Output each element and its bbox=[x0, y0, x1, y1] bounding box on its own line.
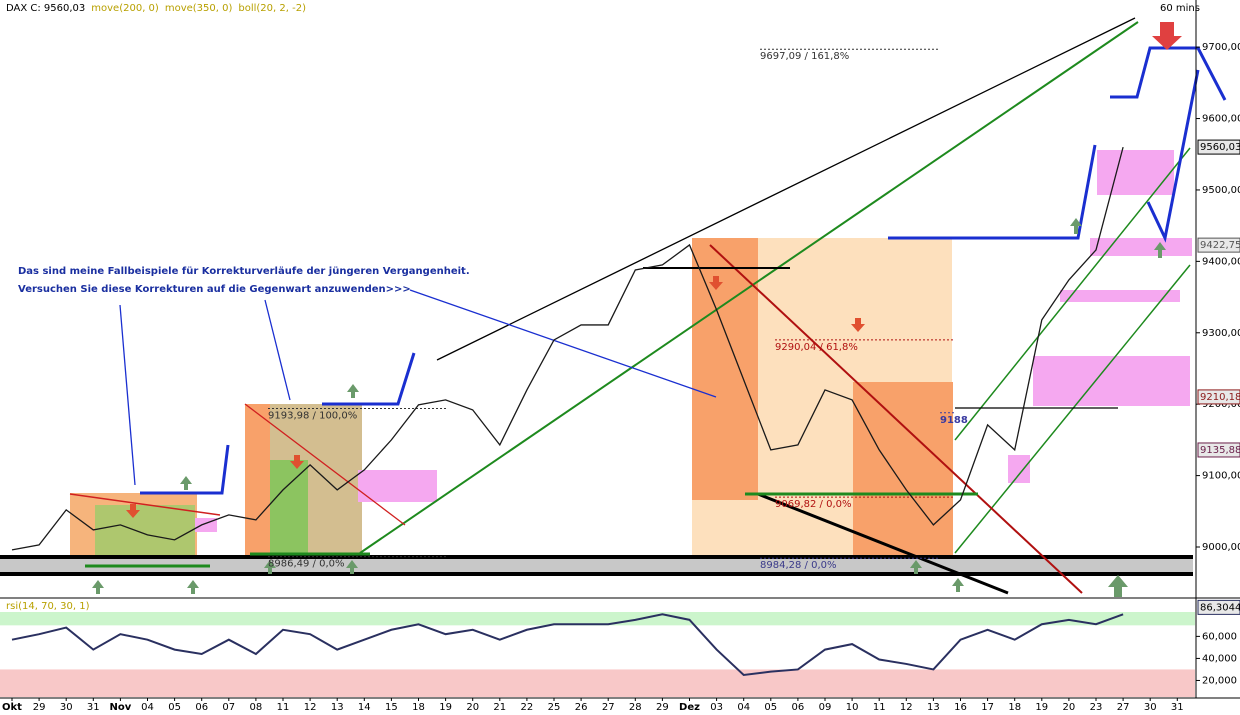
line bbox=[11, 613, 1124, 677]
x-tick-label: 09 bbox=[819, 702, 832, 713]
level-label: 9188 bbox=[940, 415, 968, 426]
level-label: 9069,82 / 0,0% bbox=[775, 499, 851, 510]
x-tick-label: 11 bbox=[873, 702, 886, 713]
x-tick-label: 27 bbox=[1117, 702, 1130, 713]
y-tick-label: 60,000 bbox=[1202, 631, 1237, 642]
x-tick-label: 14 bbox=[358, 702, 371, 713]
x-tick-label: 05 bbox=[168, 702, 181, 713]
x-tick-label: 19 bbox=[1035, 702, 1048, 713]
x-tick-label: 12 bbox=[900, 702, 913, 713]
x-tick-label: 08 bbox=[250, 702, 263, 713]
x-tick-label: 31 bbox=[87, 702, 100, 713]
x-tick-label: 17 bbox=[981, 702, 994, 713]
x-tick-label: Dez bbox=[679, 702, 700, 713]
x-tick-label: 03 bbox=[710, 702, 723, 713]
price-label-box bbox=[1197, 389, 1240, 405]
level-label: 8984,28 / 0,0% bbox=[760, 560, 836, 571]
x-tick-label: 07 bbox=[222, 702, 235, 713]
level-label: 9193,98 / 100,0% bbox=[268, 410, 357, 421]
level-label: 8986,49 / 0,0% bbox=[268, 559, 344, 570]
x-tick-label: 20 bbox=[1063, 702, 1076, 713]
last-value-label: 86,3044 bbox=[1200, 602, 1240, 613]
annotation: Das sind meine Fallbeispiele für Korrekt… bbox=[18, 266, 470, 277]
y-tick-label: 9000,00 bbox=[1202, 542, 1240, 553]
x-tick-label: 10 bbox=[846, 702, 859, 713]
x-tick-label: 18 bbox=[412, 702, 425, 713]
x-tick-label: 11 bbox=[277, 702, 290, 713]
title-part: boll(20, 2, -2) bbox=[238, 3, 306, 14]
x-tick-label: 20 bbox=[466, 702, 479, 713]
title-part: DAX C: 9560,03 bbox=[6, 3, 85, 14]
x-tick-label: 06 bbox=[792, 702, 805, 713]
y-tick-label: 20,000 bbox=[1202, 675, 1237, 686]
x-tick-label: 05 bbox=[764, 702, 777, 713]
y-tick-label: 9500,00 bbox=[1202, 185, 1240, 196]
y-tick-label: 9400,00 bbox=[1202, 256, 1240, 267]
x-tick-label: Okt bbox=[2, 702, 22, 713]
level-label: 9290,04 / 61,8% bbox=[775, 342, 858, 353]
price-label: 9422,75 bbox=[1200, 240, 1240, 251]
x-tick-label: Nov bbox=[110, 702, 132, 713]
x-tick-label: 13 bbox=[927, 702, 940, 713]
x-tick-label: 29 bbox=[656, 702, 669, 713]
x-tick-label: 25 bbox=[548, 702, 561, 713]
price-label-box bbox=[1197, 139, 1240, 155]
x-tick-label: 22 bbox=[521, 702, 534, 713]
interval: 60 mins bbox=[1160, 3, 1200, 14]
x-tick-label: 13 bbox=[331, 702, 344, 713]
x-tick-label: 15 bbox=[385, 702, 398, 713]
x-tick-label: 04 bbox=[141, 702, 154, 713]
x-tick-label: 06 bbox=[195, 702, 208, 713]
title-part: move(200, 0) bbox=[91, 3, 159, 14]
overbought-band bbox=[0, 612, 1195, 626]
price-label: 9210,18 bbox=[1200, 392, 1240, 403]
x-tick-label: 30 bbox=[60, 702, 73, 713]
x-tick-label: 18 bbox=[1008, 702, 1021, 713]
x-tick-label: 21 bbox=[493, 702, 506, 713]
drawings bbox=[69, 17, 1227, 595]
x-tick-label: 23 bbox=[1090, 702, 1103, 713]
y-tick-label: 40,000 bbox=[1202, 653, 1237, 664]
price-label: 9560,03 bbox=[1200, 142, 1240, 153]
x-tick-label: 28 bbox=[629, 702, 642, 713]
annotation: Versuchen Sie diese Korrekturen auf die … bbox=[18, 284, 411, 295]
line bbox=[11, 146, 1124, 551]
x-tick-label: 26 bbox=[575, 702, 588, 713]
x-tick-label: 31 bbox=[1171, 702, 1184, 713]
x-tick-label: 29 bbox=[33, 702, 46, 713]
x-tick-label: 04 bbox=[737, 702, 750, 713]
x-tick-label: 27 bbox=[602, 702, 615, 713]
y-tick-label: 9100,00 bbox=[1202, 471, 1240, 482]
y-tick-label: 9300,00 bbox=[1202, 328, 1240, 339]
title-part: move(350, 0) bbox=[165, 3, 233, 14]
x-tick-label: 16 bbox=[954, 702, 967, 713]
x-tick-label: 12 bbox=[304, 702, 317, 713]
price-label-box bbox=[1197, 442, 1240, 458]
chart-title: DAX C: 9560,03 move(200, 0) move(350, 0) bo… bbox=[6, 3, 306, 14]
rsi-title: rsi(14, 70, 30, 1) bbox=[6, 601, 90, 612]
price-label: 9135,88 bbox=[1200, 445, 1240, 456]
oversold-band bbox=[0, 669, 1195, 697]
x-tick-label: 19 bbox=[439, 702, 452, 713]
x-tick-label: 30 bbox=[1144, 702, 1157, 713]
y-tick-label: 9600,00 bbox=[1202, 114, 1240, 125]
last-value-box bbox=[1197, 599, 1240, 615]
arrows bbox=[92, 22, 1182, 597]
price-label-box bbox=[1197, 237, 1240, 253]
y-tick-label: 9200,00 bbox=[1202, 399, 1240, 410]
y-tick-label: 9700,00 bbox=[1202, 42, 1240, 53]
level-label: 9697,09 / 161,8% bbox=[760, 51, 849, 62]
